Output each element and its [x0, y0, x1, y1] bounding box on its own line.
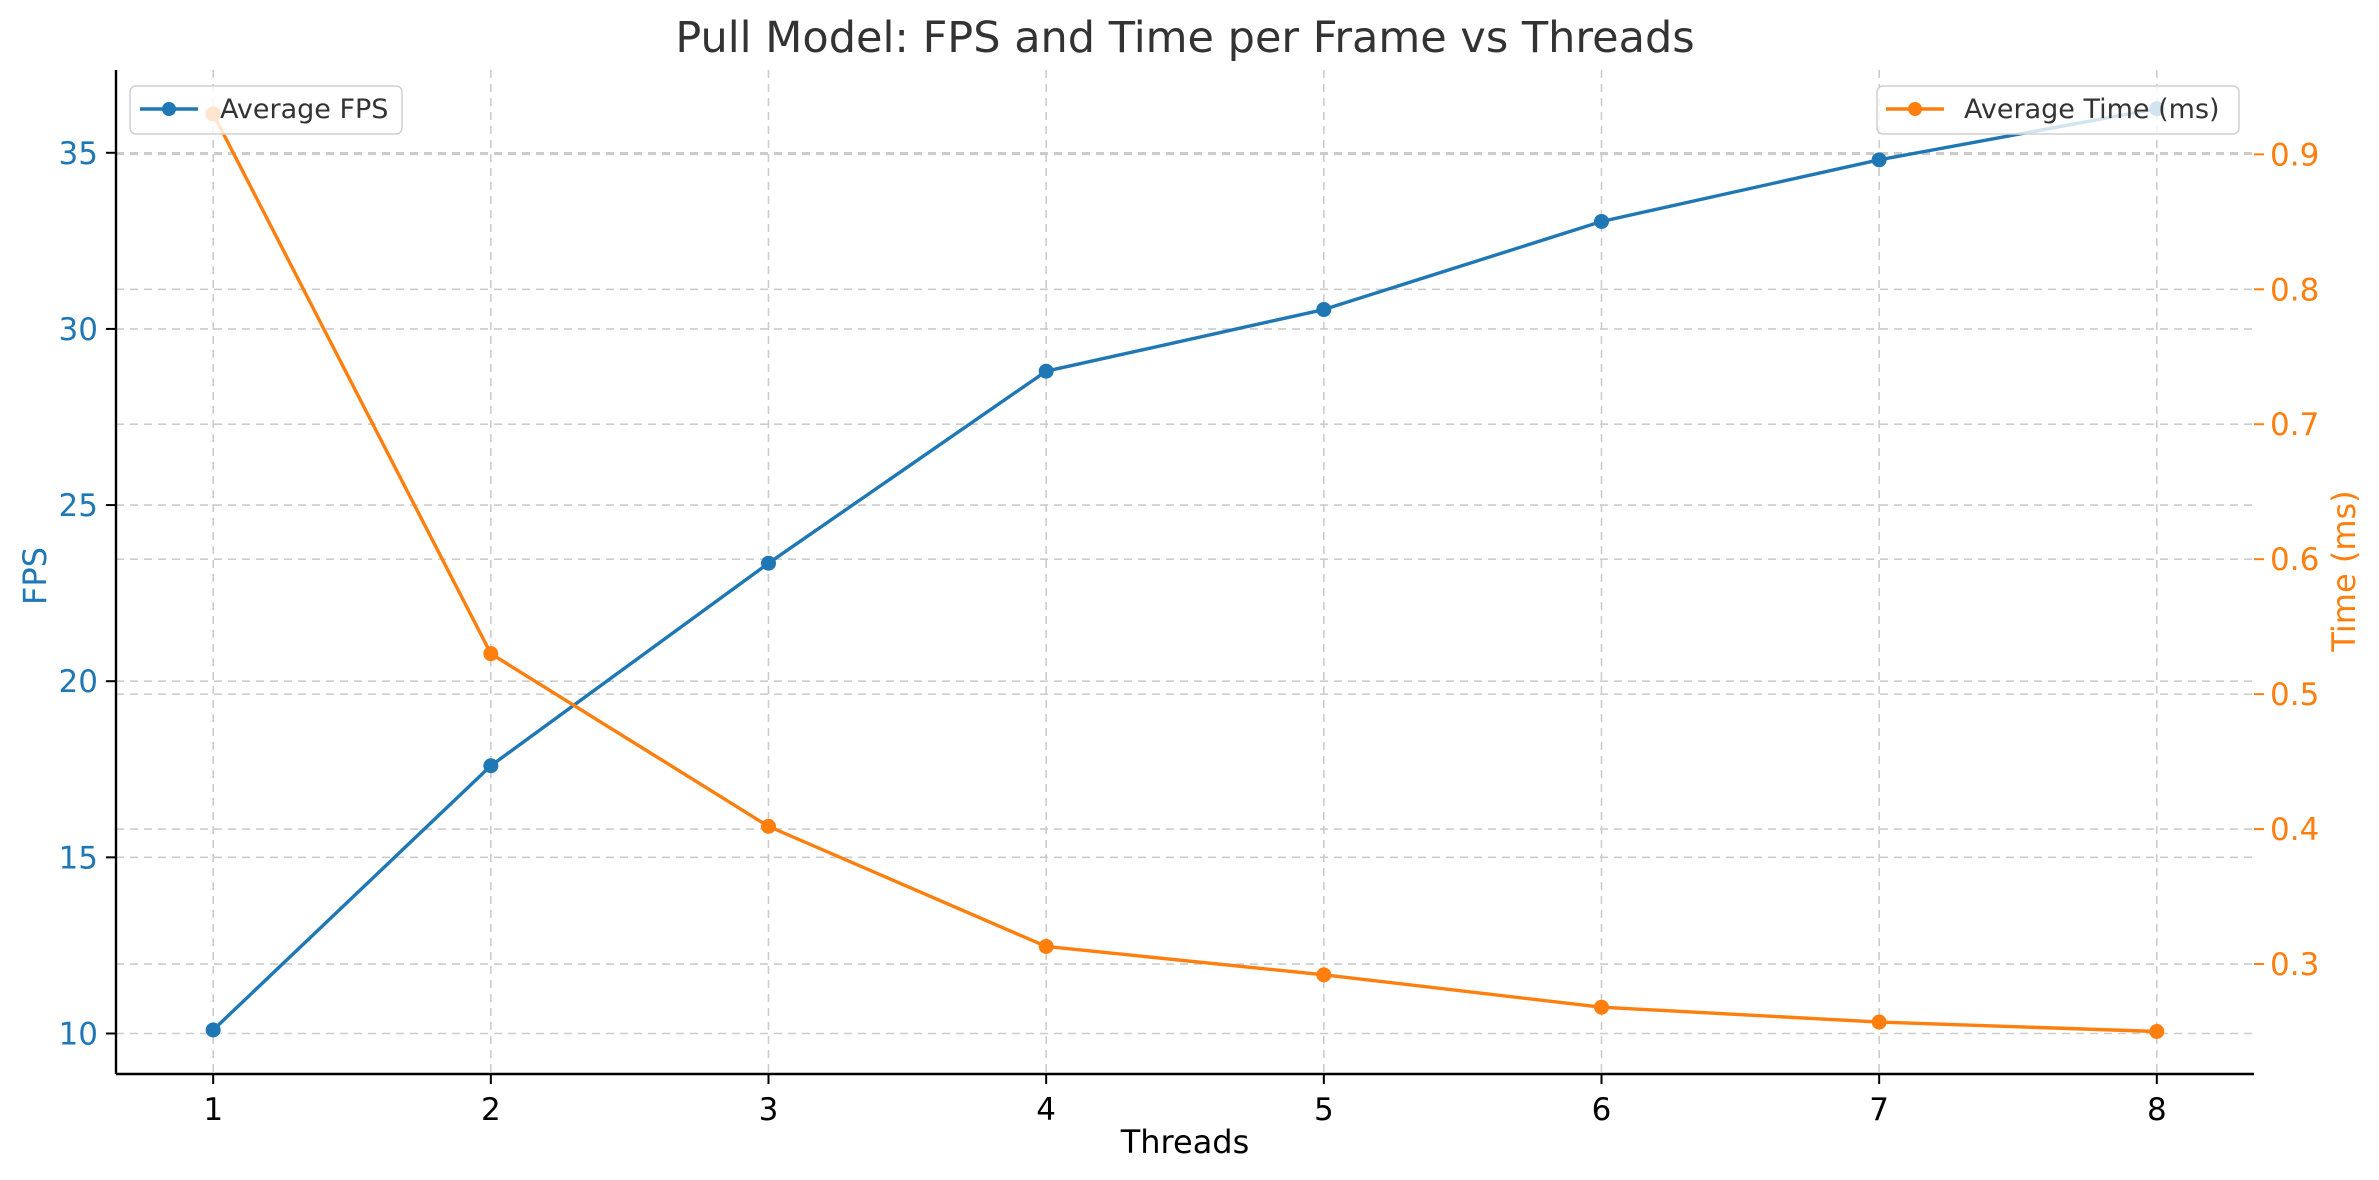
series-layer — [205, 101, 2165, 1039]
series-line-fps — [212, 107, 2158, 1032]
y-tick-label: 25 — [59, 488, 98, 524]
y-tick-label: 10 — [59, 1016, 98, 1052]
x-tick-label: 5 — [1314, 1092, 1334, 1128]
y-tick-label: 20 — [59, 664, 98, 700]
y-tick-label: 30 — [59, 312, 98, 348]
legend-left-label: Average FPS — [220, 94, 388, 125]
legend-right-frame — [1876, 85, 2240, 135]
y2-tick-label: 0.4 — [2270, 812, 2319, 848]
data-point-time — [1593, 999, 1609, 1015]
legend-right-marker — [1908, 102, 1922, 116]
x-tick-label: 4 — [1036, 1092, 1056, 1128]
legend-right-label: Average Time (ms) — [1964, 94, 2220, 125]
y2-tick-label: 0.9 — [2270, 137, 2319, 173]
y2-tick-label: 0.3 — [2270, 947, 2319, 983]
data-point-fps — [1593, 213, 1609, 229]
x-axis-ticks: 1 2 3 4 5 6 7 8 — [203, 1074, 2167, 1128]
data-point-fps — [1871, 152, 1887, 168]
legend-right: Average Time (ms) — [1876, 85, 2240, 135]
y-tick-label: 15 — [59, 840, 98, 876]
x-tick-label: 1 — [203, 1092, 223, 1128]
chart-title: Pull Model: FPS and Time per Frame vs Th… — [675, 13, 1694, 63]
y-axis-label: FPS — [16, 547, 54, 605]
legend-left: Average FPS — [129, 85, 403, 135]
data-point-time — [1316, 967, 1332, 983]
y2-tick-label: 0.6 — [2270, 542, 2319, 578]
x-tick-label: 2 — [481, 1092, 501, 1128]
x-tick-label: 7 — [1869, 1092, 1889, 1128]
data-point-time — [1038, 938, 1054, 954]
x-axis-label: Threads — [1120, 1123, 1250, 1161]
data-point-fps — [1038, 363, 1054, 379]
y2-tick-label: 0.7 — [2270, 407, 2319, 443]
x-tick-label: 6 — [1592, 1092, 1612, 1128]
legend-left-frame — [129, 85, 403, 135]
x-tick-label: 8 — [2147, 1092, 2167, 1128]
series-line-time — [211, 113, 2157, 1034]
y2-tick-label: 0.8 — [2270, 272, 2319, 308]
data-point-time — [483, 646, 499, 662]
y2-axis-ticks: 0.3 0.4 0.5 0.6 0.7 0.8 0.9 — [2254, 137, 2319, 983]
data-point-fps — [761, 555, 777, 571]
data-point-fps — [205, 1022, 221, 1038]
data-point-time — [761, 818, 777, 834]
data-point-time — [2149, 1023, 2165, 1039]
y-tick-label: 35 — [59, 136, 98, 172]
grid-lines — [116, 70, 2254, 1074]
data-point-time — [1871, 1014, 1887, 1030]
axes-spines — [114, 70, 2254, 1076]
y2-tick-label: 0.5 — [2270, 677, 2319, 713]
legend-left-marker — [162, 102, 176, 116]
y2-axis-label: Time (ms) — [2325, 490, 2363, 652]
x-tick-label: 3 — [759, 1092, 779, 1128]
data-point-fps — [1316, 302, 1332, 318]
y-axis-ticks: 10 15 20 25 30 35 — [59, 136, 116, 1052]
data-point-fps — [483, 758, 499, 774]
